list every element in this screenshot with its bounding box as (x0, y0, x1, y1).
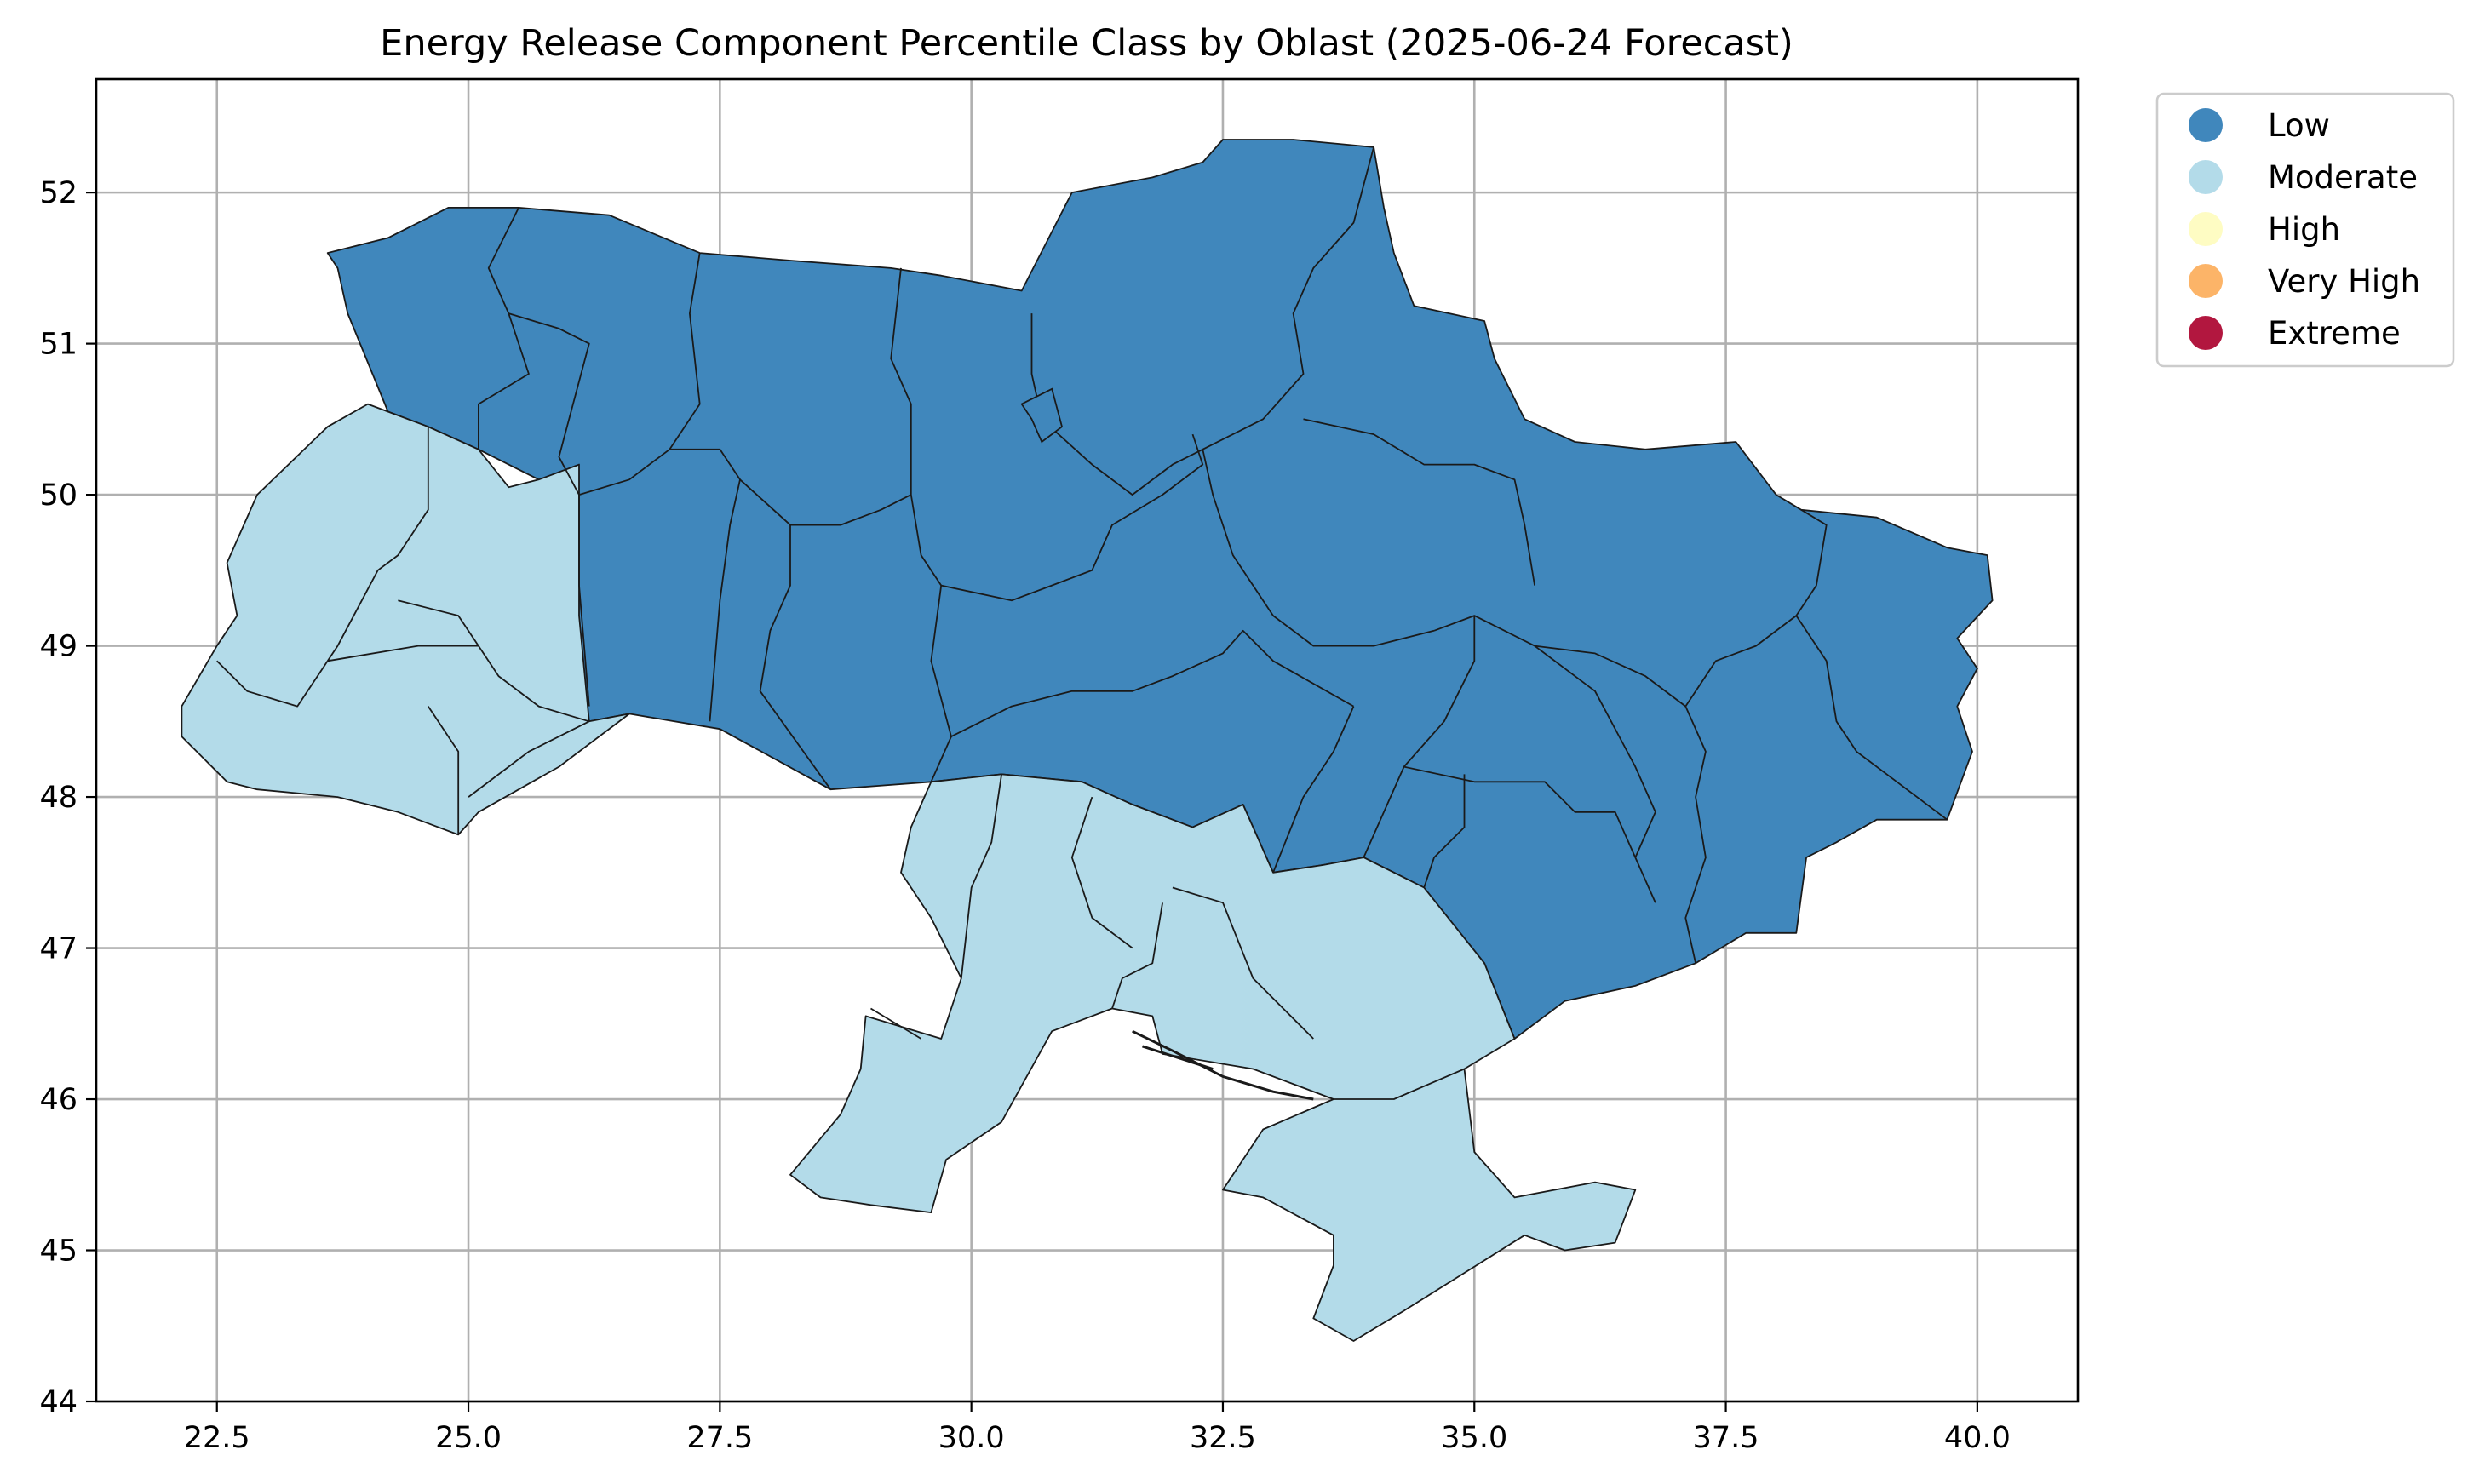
x-axis-ticks: 22.5 25.0 27.5 30.0 32.5 35.0 37.5 40.0 (184, 1401, 2011, 1455)
oblast-border (1070, 796, 1133, 949)
oblast-border (1363, 616, 1476, 858)
legend: Low Moderate High Very High Extreme (2155, 92, 2455, 368)
oblast-border (1111, 902, 1163, 1009)
legend-box (2155, 92, 2455, 368)
oblast-border (960, 774, 1002, 979)
y-axis-ticks: 44 45 46 47 48 49 50 51 52 (39, 176, 96, 1419)
y-tick-label: 45 (39, 1235, 77, 1269)
y-tick-label: 48 (39, 781, 77, 815)
y-tick-label: 44 (39, 1385, 77, 1419)
plot-frame (95, 77, 2080, 1403)
legend-label: High (2268, 211, 2340, 248)
oblast-border (1423, 774, 1466, 888)
legend-marker-extreme (2189, 316, 2223, 350)
legend-label: Extreme (2268, 315, 2401, 352)
oblast-border (669, 448, 741, 722)
oblast-border (1795, 615, 1948, 821)
oblast-border (326, 427, 429, 662)
oblast-border (910, 494, 952, 782)
y-tick-label: 51 (39, 328, 77, 362)
coast-line (1142, 1045, 1214, 1070)
x-tick-label: 30.0 (938, 1421, 1005, 1455)
oblast-border (508, 312, 590, 496)
oblast-regions (181, 139, 1994, 1342)
oblast-border (428, 706, 460, 835)
oblast-border (759, 524, 832, 790)
oblast-border (941, 433, 1204, 602)
y-tick-label: 47 (39, 932, 77, 966)
legend-label: Moderate (2268, 159, 2418, 196)
oblast-border (950, 629, 1354, 737)
y-tick-label: 46 (39, 1083, 77, 1117)
oblast-border (216, 660, 329, 708)
oblast-borders (216, 146, 1948, 1101)
x-tick-label: 25.0 (435, 1421, 502, 1455)
legend-marker-very-high (2189, 264, 2223, 298)
x-tick-label: 32.5 (1190, 1421, 1256, 1455)
oblast-border (870, 1007, 922, 1040)
lake-outline (1020, 387, 1064, 444)
x-tick-label: 35.0 (1441, 1421, 1507, 1455)
legend-marker-low (2189, 108, 2223, 142)
oblast-border (1172, 886, 1314, 1040)
legend-label: Very High (2268, 263, 2420, 300)
x-tick-label: 27.5 (686, 1421, 753, 1455)
legend-label: Low (2268, 107, 2330, 144)
y-tick-label: 52 (39, 176, 77, 210)
coast-line (1132, 1029, 1314, 1101)
oblast-border (468, 720, 590, 798)
x-tick-label: 22.5 (184, 1421, 250, 1455)
chart-title: Energy Release Component Percentile Clas… (380, 22, 1793, 65)
oblast-border (1303, 418, 1535, 586)
oblast-border (327, 645, 590, 723)
oblast-border (1534, 645, 1656, 903)
oblast-border (739, 267, 912, 526)
oblast-border (478, 207, 530, 450)
legend-marker-moderate (2189, 160, 2223, 194)
oblast-border (578, 495, 590, 707)
oblast-border (398, 599, 479, 647)
oblast-border (1403, 765, 1637, 858)
oblast-border (1333, 1068, 1465, 1100)
x-tick-label: 40.0 (1944, 1421, 2011, 1455)
region-moderate (181, 403, 630, 836)
x-tick-label: 37.5 (1693, 1421, 1759, 1455)
oblast-border (1272, 706, 1355, 874)
region-moderate (789, 773, 1637, 1342)
oblast-border (1202, 449, 1435, 647)
oblast-border (578, 252, 701, 496)
legend-marker-high (2189, 212, 2223, 246)
y-tick-label: 50 (39, 478, 77, 513)
y-tick-label: 49 (39, 630, 77, 664)
